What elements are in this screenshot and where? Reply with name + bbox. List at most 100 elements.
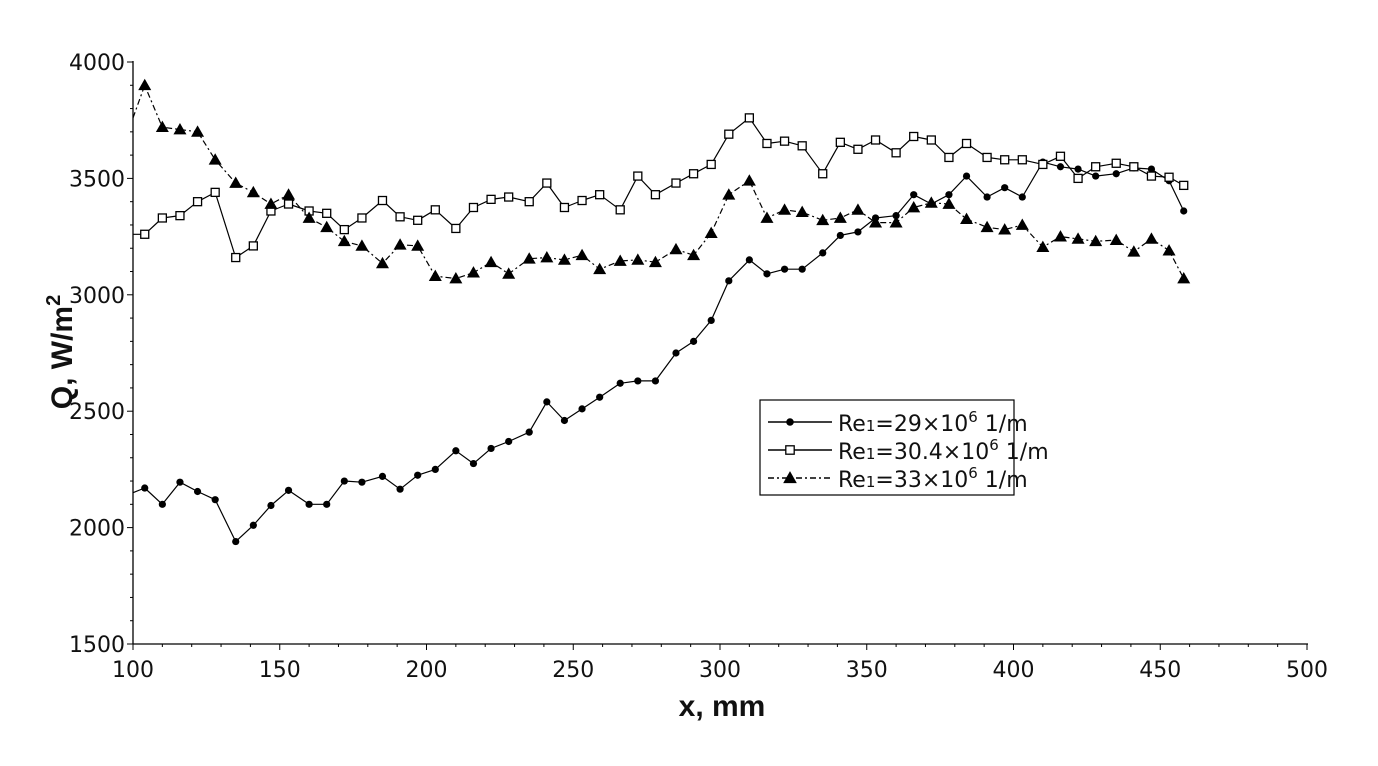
data-point-series-1 (854, 228, 862, 236)
data-point-series-2 (1055, 151, 1066, 161)
x-tick-label: 200 (406, 658, 448, 683)
data-point-series-1 (945, 191, 953, 199)
x-tick-label: 450 (1139, 658, 1181, 683)
data-point-series-2 (486, 194, 496, 205)
data-point-series-3 (907, 201, 921, 213)
legend-marker-3 (783, 471, 797, 484)
data-point-series-1 (249, 521, 257, 529)
data-point-series-2 (1038, 159, 1048, 170)
data-point-series-3 (613, 254, 627, 266)
data-point-series-1 (487, 444, 495, 453)
data-point-series-1 (962, 172, 971, 180)
data-point-series-1 (211, 496, 219, 504)
data-point-series-3 (484, 255, 498, 268)
data-point-series-2 (688, 169, 699, 179)
data-point-series-1 (305, 500, 313, 508)
data-point-series-2 (615, 205, 625, 215)
data-point-series-1 (176, 478, 184, 486)
data-point-series-3 (191, 125, 205, 137)
series-line-2 (133, 117, 1184, 259)
data-point-series-2 (175, 210, 185, 221)
data-point-series-3 (557, 253, 571, 265)
data-point-series-3 (1127, 245, 1141, 257)
data-point-series-1 (1018, 193, 1026, 201)
y-axis-title-superscript: 2 (43, 295, 65, 306)
x-tick-label: 500 (1286, 658, 1328, 683)
data-point-series-3 (942, 197, 956, 209)
data-point-series-3 (282, 188, 296, 200)
legend-box (759, 399, 1015, 496)
data-point-series-2 (577, 195, 587, 206)
data-point-series-2 (853, 144, 863, 154)
data-point-series-1 (469, 459, 478, 468)
ticks: 100 150 200 250 300 350 400 450 500 1500 2000 2500 3… (69, 51, 1328, 683)
data-point-series-3 (1089, 234, 1103, 247)
data-point-series-1 (1001, 184, 1009, 192)
data-point-series-2 (633, 171, 643, 181)
data-point-series-2 (1129, 162, 1139, 172)
data-point-series-3 (1177, 272, 1191, 284)
data-point-series-3 (1109, 233, 1123, 245)
data-point-series-1 (616, 379, 624, 387)
data-point-series-2 (413, 215, 423, 225)
data-point-series-3 (1053, 230, 1067, 242)
data-point-series-3 (998, 223, 1012, 235)
data-point-series-1 (560, 416, 569, 425)
data-point-series-3 (1144, 232, 1158, 244)
data-point-series-1 (340, 477, 348, 485)
data-point-series-2 (468, 202, 479, 213)
data-point-series-1 (232, 537, 240, 546)
data-point-series-2 (210, 187, 220, 198)
data-point-series-3 (302, 211, 316, 223)
data-point-series-1 (745, 256, 753, 264)
data-point-series-3 (428, 269, 442, 282)
data-point-series-2 (595, 190, 605, 200)
data-point-series-1 (763, 270, 771, 278)
data-point-series-1 (267, 501, 275, 510)
data-point-series-2 (339, 224, 349, 235)
data-point-series-3 (1162, 244, 1176, 256)
data-point-series-1 (836, 231, 844, 240)
data-point-series-3 (173, 123, 187, 135)
data-point-series-3 (760, 211, 774, 223)
data-point-series-3 (138, 78, 152, 91)
data-point-series-2 (192, 197, 203, 207)
data-point-series-1 (651, 377, 660, 385)
legend-label-1: Re1=29×106 1/m (838, 408, 1028, 437)
y-tick-label: 3000 (69, 284, 125, 309)
data-point-series-1 (284, 486, 293, 494)
data-point-series-2 (542, 178, 552, 188)
data-point-series-3 (246, 185, 260, 198)
data-point-series-2 (797, 141, 807, 151)
data-point-series-2 (140, 229, 150, 239)
data-point-series-2 (961, 138, 972, 149)
data-point-series-2 (909, 131, 919, 142)
data-point-series-3 (704, 226, 718, 238)
data-point-series-3 (593, 262, 607, 275)
data-point-series-2 (1179, 180, 1189, 191)
data-point-series-2 (835, 137, 845, 147)
data-point-series-1 (1180, 207, 1188, 215)
data-point-series-3 (851, 203, 865, 215)
data-point-series-3 (208, 153, 222, 165)
legend-marker-2 (785, 445, 795, 455)
data-point-series-1 (158, 500, 166, 508)
data-point-series-1 (1074, 165, 1082, 173)
data-point-series-1 (798, 265, 806, 273)
data-point-series-1 (1092, 172, 1100, 180)
data-point-series-3 (889, 216, 903, 228)
data-point-series-2 (1164, 172, 1174, 182)
data-point-series-1 (323, 500, 331, 508)
y-axis-title: Q, W/m2 (43, 295, 79, 409)
data-point-series-1 (358, 478, 366, 486)
data-point-series-3 (320, 220, 334, 233)
data-point-series-3 (411, 239, 425, 251)
y-tick-label: 4000 (69, 51, 125, 76)
data-point-series-2 (944, 152, 954, 163)
data-point-series-1 (672, 349, 680, 357)
data-point-series-2 (357, 213, 367, 223)
x-tick-label: 300 (699, 658, 741, 683)
data-point-series-3 (980, 220, 994, 233)
data-point-series-1 (780, 265, 789, 273)
